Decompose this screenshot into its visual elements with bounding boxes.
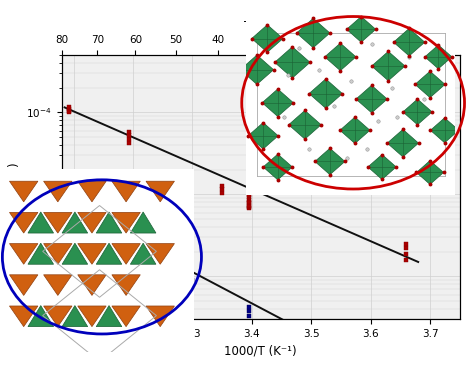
Polygon shape [372,51,405,81]
Polygon shape [393,29,425,56]
Polygon shape [315,148,345,175]
Polygon shape [96,306,122,327]
Polygon shape [252,25,283,52]
Polygon shape [96,243,122,264]
Polygon shape [240,55,273,84]
Polygon shape [146,181,174,202]
Polygon shape [9,306,38,327]
Polygon shape [289,110,321,139]
Polygon shape [262,89,293,117]
Polygon shape [62,212,88,233]
Polygon shape [368,155,396,179]
Polygon shape [9,181,38,202]
Polygon shape [44,275,72,295]
Polygon shape [403,99,432,125]
Polygon shape [9,275,38,295]
Polygon shape [78,306,106,327]
Polygon shape [309,79,342,108]
Polygon shape [146,306,174,327]
Y-axis label: σ (S/cm): σ (S/cm) [8,162,21,212]
Polygon shape [44,181,72,202]
Polygon shape [263,154,292,180]
Polygon shape [9,244,38,264]
X-axis label: 1000/T (K⁻¹): 1000/T (K⁻¹) [224,345,297,357]
Polygon shape [325,43,356,70]
Polygon shape [44,212,72,233]
Polygon shape [415,71,445,98]
Polygon shape [96,212,122,233]
Polygon shape [112,306,140,327]
Polygon shape [112,275,140,295]
Polygon shape [146,244,174,264]
Polygon shape [28,243,54,264]
Polygon shape [248,123,278,149]
Polygon shape [274,47,310,78]
Polygon shape [78,181,106,202]
Polygon shape [430,118,459,143]
Polygon shape [44,244,72,264]
Polygon shape [356,86,387,113]
Polygon shape [28,306,54,327]
Polygon shape [112,244,140,264]
Polygon shape [112,212,140,233]
Polygon shape [346,17,376,42]
Polygon shape [425,45,452,69]
Polygon shape [28,212,54,233]
Polygon shape [417,161,444,185]
Polygon shape [387,130,419,157]
Polygon shape [112,181,140,202]
Polygon shape [9,212,38,233]
Polygon shape [130,243,156,264]
Polygon shape [130,212,156,233]
Polygon shape [78,275,106,295]
X-axis label: T (°C): T (°C) [244,20,278,33]
Polygon shape [44,306,72,327]
Polygon shape [297,18,330,48]
Polygon shape [62,243,88,264]
Polygon shape [78,244,106,264]
Polygon shape [78,212,106,233]
Polygon shape [340,117,370,143]
Polygon shape [62,306,88,327]
